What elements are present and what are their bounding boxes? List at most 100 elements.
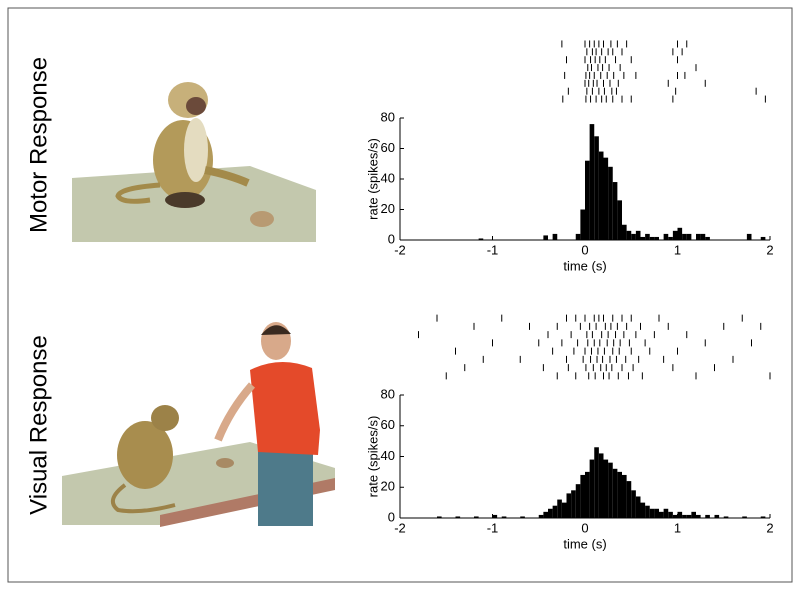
y-tick-label: 60 <box>381 140 395 155</box>
y-tick-label: 0 <box>388 509 395 524</box>
bar <box>437 516 442 518</box>
motor-illustration <box>72 82 316 242</box>
bar <box>760 516 766 518</box>
human-legs <box>258 440 313 526</box>
bar <box>585 471 590 518</box>
bar <box>575 484 581 518</box>
bar <box>589 459 595 518</box>
bar <box>617 471 622 518</box>
bar <box>552 233 558 240</box>
bar <box>635 496 641 518</box>
x-tick-label: 2 <box>766 242 773 257</box>
y-tick-label: 60 <box>381 417 395 432</box>
bar <box>575 233 581 240</box>
y-tick-label: 0 <box>388 231 395 246</box>
bar <box>626 481 632 518</box>
bar <box>608 166 613 240</box>
bar <box>654 236 659 240</box>
bar <box>705 236 710 240</box>
food-item <box>250 211 274 227</box>
bar <box>571 490 576 518</box>
x-tick-label: 1 <box>674 520 681 535</box>
bar <box>598 453 604 518</box>
bar <box>742 516 747 518</box>
monkey-arm <box>204 166 250 187</box>
bar <box>557 499 562 518</box>
food-item <box>216 458 234 468</box>
visual-illustration <box>62 322 335 527</box>
x-tick-label: -2 <box>394 242 406 257</box>
bar <box>561 502 567 518</box>
bar <box>723 516 729 518</box>
bar <box>520 516 525 518</box>
bar <box>608 462 613 518</box>
bar <box>691 511 696 518</box>
bar <box>552 505 558 518</box>
x-axis-label: time (s) <box>563 536 606 551</box>
bar <box>705 514 710 518</box>
x-tick-label: 0 <box>581 242 588 257</box>
bar <box>543 511 548 518</box>
bar <box>585 160 590 240</box>
bar <box>649 236 655 240</box>
bar <box>686 233 692 240</box>
bar <box>548 508 553 518</box>
monkey-feet <box>165 192 205 208</box>
bar <box>645 233 650 240</box>
bar <box>612 182 618 240</box>
x-tick-label: -1 <box>487 242 499 257</box>
x-tick-label: -2 <box>394 520 406 535</box>
bar <box>631 490 636 518</box>
monkey-face <box>186 97 206 115</box>
bar <box>686 514 692 518</box>
human-shirt <box>250 361 320 455</box>
y-axis-label: rate (spikes/s) <box>365 138 380 220</box>
bar <box>455 516 461 518</box>
bar <box>492 514 498 518</box>
bar <box>631 233 636 240</box>
bar <box>622 474 627 518</box>
x-tick-label: 2 <box>766 520 773 535</box>
x-tick-label: -1 <box>487 520 499 535</box>
bar <box>603 459 609 518</box>
bar <box>760 236 766 240</box>
bar <box>543 235 548 240</box>
bar <box>594 447 599 518</box>
y-tick-label: 80 <box>381 386 395 401</box>
bar <box>635 230 641 240</box>
bar <box>640 236 646 240</box>
y-tick-label: 40 <box>381 448 395 463</box>
bar <box>598 151 604 240</box>
bar <box>672 514 678 518</box>
bar <box>668 236 673 240</box>
monkey-chest <box>184 118 208 182</box>
bar <box>668 511 673 518</box>
monkey-tail <box>115 182 161 204</box>
bar <box>501 516 507 518</box>
bar <box>580 209 585 240</box>
bar <box>663 508 669 518</box>
y-tick-label: 40 <box>381 170 395 185</box>
human-arm <box>214 382 256 442</box>
x-axis-label: time (s) <box>563 258 606 273</box>
row-label: Visual Response <box>25 335 52 515</box>
bar <box>654 508 659 518</box>
x-tick-label: 0 <box>581 520 588 535</box>
x-tick-label: 1 <box>674 242 681 257</box>
bar <box>659 511 664 518</box>
bar <box>566 493 572 518</box>
bar <box>696 233 701 240</box>
row-label: Motor Response <box>25 57 52 233</box>
bar <box>700 233 706 240</box>
y-tick-label: 20 <box>381 201 395 216</box>
bar <box>626 230 632 240</box>
bar <box>682 233 687 240</box>
bar <box>649 508 655 518</box>
monkey-body <box>117 421 173 489</box>
bar <box>714 514 720 518</box>
bar <box>663 233 669 240</box>
bar <box>677 227 683 240</box>
bar <box>617 200 622 240</box>
y-tick-label: 80 <box>381 109 395 124</box>
